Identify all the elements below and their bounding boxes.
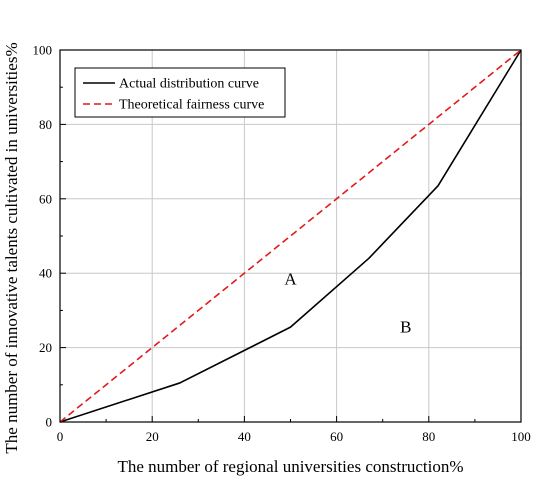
ticks: 0 20 40 60 80 100 0 20 40 60 80 100 — [33, 43, 531, 445]
series-line-1 — [59, 49, 522, 423]
annotations: AB — [284, 269, 411, 336]
y-tick-label: 100 — [33, 43, 53, 58]
x-tick-label: 40 — [238, 429, 251, 444]
y-axis-title: The number of innovative talents cultiva… — [2, 42, 21, 453]
legend-label-2: Theoretical fairness curve — [119, 98, 264, 113]
x-tick-label: 80 — [422, 429, 435, 444]
y-tick-label: 20 — [39, 340, 52, 355]
series-layer — [59, 49, 522, 423]
y-tick-label: 60 — [39, 191, 52, 206]
legend-label-1: Actual distribution curve — [119, 77, 259, 92]
x-axis-title: The number of regional universities cons… — [117, 457, 463, 476]
annotation-B: B — [400, 318, 411, 337]
x-tick-label: 20 — [146, 429, 159, 444]
y-tick-label: 40 — [39, 266, 52, 281]
x-tick-label: 0 — [57, 429, 64, 444]
legend: Actual distribution curve Theoretical fai… — [74, 67, 286, 118]
x-tick-label: 100 — [511, 429, 531, 444]
y-tick-label: 80 — [39, 117, 52, 132]
x-tick-label: 60 — [330, 429, 343, 444]
legend-box — [74, 67, 286, 118]
annotation-A: A — [284, 269, 297, 288]
y-tick-label: 0 — [46, 415, 53, 430]
